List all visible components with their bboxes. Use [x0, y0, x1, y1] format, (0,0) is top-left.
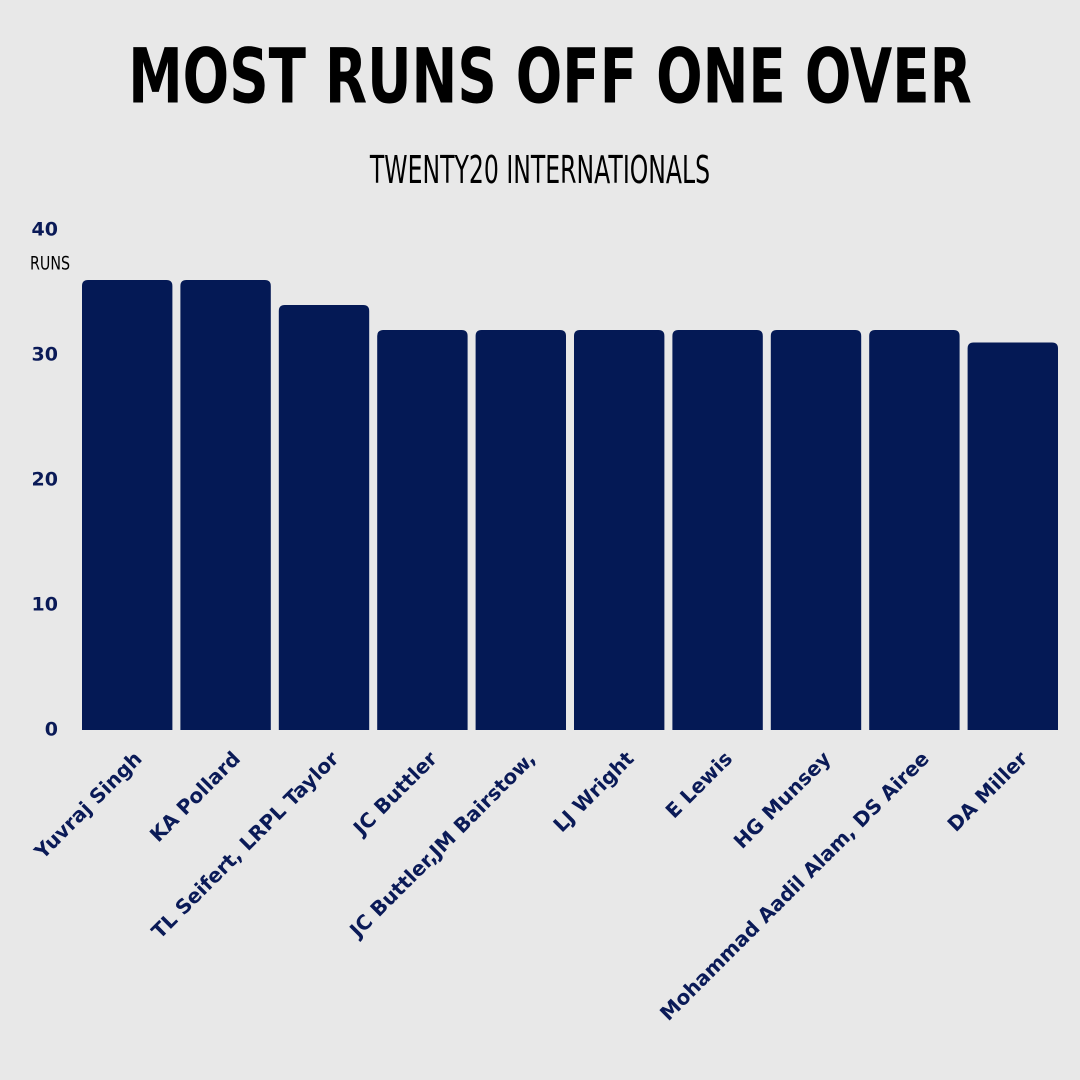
bar [278, 305, 370, 730]
x-tick-label: DA Miller [942, 746, 1032, 836]
x-tick-label: E Lewis [661, 746, 737, 822]
x-tick-label: KA Pollard [145, 746, 245, 846]
x-tick-label: TL Seifert, LRPL Taylor [147, 746, 344, 943]
bar [967, 342, 1058, 730]
y-tick-label: 0 [45, 719, 58, 741]
x-tick-label: JC Buttler,JM Bairstow, [343, 746, 540, 943]
bar [180, 280, 271, 730]
bar [377, 330, 468, 730]
bar [770, 330, 862, 730]
bar [574, 330, 665, 730]
x-tick-label: HG Munsey [729, 746, 836, 853]
y-tick-label: 30 [32, 344, 58, 366]
bar [82, 280, 173, 730]
bar [869, 330, 960, 730]
x-tick-label: LJ Wright [548, 746, 639, 837]
chart-subtitle: TWENTY20 INTERNATIONALS [369, 149, 710, 192]
y-tick-label: 10 [32, 594, 58, 616]
bar [475, 330, 566, 730]
y-tick-label: 40 [32, 219, 58, 241]
x-tick-label: JC Buttler [347, 746, 442, 841]
y-axis-label: RUNS [30, 252, 70, 275]
bar [672, 330, 763, 730]
x-tick-label: Yuvraj Singh [29, 746, 147, 864]
y-tick-label: 20 [32, 469, 58, 491]
chart-title: MOST RUNS OFF ONE OVER [128, 33, 972, 121]
